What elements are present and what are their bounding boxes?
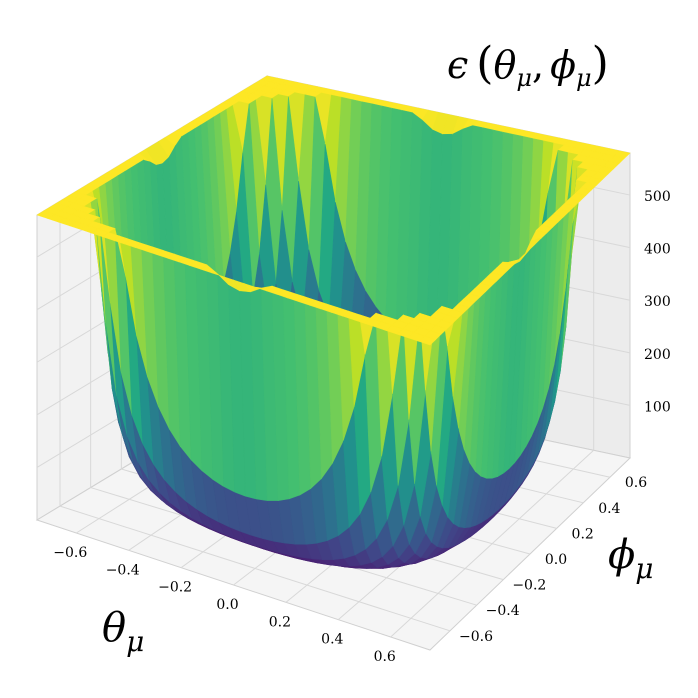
z-tick-label: 300	[644, 294, 671, 310]
x-tick-label: −0.2	[158, 580, 192, 596]
y-axis-label: ϕμ	[608, 532, 653, 585]
z-tick-label: 500	[644, 189, 671, 205]
y-tick-label: −0.4	[486, 603, 520, 619]
z-tick-label: 400	[644, 242, 671, 258]
z-tick-label: 200	[644, 347, 671, 363]
x-tick-label: −0.6	[53, 545, 87, 561]
y-axis-symbol: ϕ	[608, 532, 635, 578]
y-axis-subscript: μ	[635, 552, 653, 585]
surface-patch	[418, 335, 437, 346]
x-axis-label: θμ	[102, 605, 144, 658]
tick-labels: −0.6−0.4−0.20.00.20.40.6−0.6−0.4−0.20.00…	[53, 189, 670, 665]
z-tick-label: 100	[644, 399, 671, 415]
y-tick-label: −0.2	[512, 578, 546, 594]
y-tick-label: 0.6	[625, 475, 647, 491]
x-axis-subscript: μ	[126, 625, 144, 658]
y-tick-label: −0.6	[459, 629, 493, 645]
x-tick-label: 0.6	[374, 649, 396, 665]
title-rparen: )	[592, 38, 609, 89]
title-mu-1: μ	[516, 64, 532, 92]
title-phi: ϕ	[550, 43, 576, 87]
x-axis-symbol: θ	[102, 605, 126, 651]
x-tick-label: 0.2	[269, 614, 291, 630]
surface	[36, 75, 631, 569]
title-comma: ,	[532, 43, 544, 87]
title-mu-2: μ	[576, 64, 592, 92]
y-tick-label: 0.2	[572, 526, 594, 542]
title-theta: θ	[493, 43, 516, 87]
chart-title: ϵ (θμ, ϕμ)	[447, 38, 609, 92]
y-tick-label: 0.4	[598, 501, 620, 517]
x-tick-label: 0.4	[321, 632, 343, 648]
grid-line	[59, 505, 451, 632]
y-tick-label: 0.0	[545, 552, 567, 568]
title-lparen: (	[476, 38, 493, 89]
title-epsilon: ϵ	[447, 43, 468, 87]
x-tick-label: 0.0	[216, 597, 238, 613]
x-tick-label: −0.4	[106, 562, 140, 578]
